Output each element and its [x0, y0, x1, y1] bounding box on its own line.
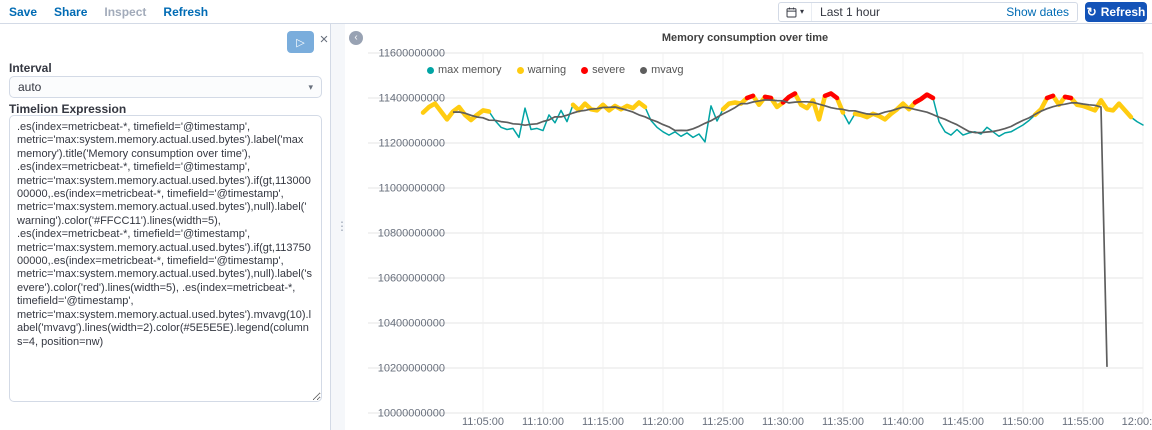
series-severe: [822, 91, 840, 101]
toolbar-links: Save Share Inspect Refresh: [0, 5, 208, 19]
legend-color-dot: [427, 66, 434, 74]
time-range-value[interactable]: Last 1 hour: [820, 5, 881, 19]
play-icon: ▷: [296, 36, 305, 49]
expression-label: Timelion Expression: [9, 102, 127, 116]
legend-item[interactable]: max memory: [427, 64, 502, 76]
timelion-expression-input[interactable]: .es(index=metricbeat-*, timefield='@time…: [9, 115, 322, 402]
x-axis-tick-label: 11:40:00: [882, 416, 924, 428]
chart-legend: max memory warning severe mvavg: [427, 64, 684, 76]
chart-panel: ‹ 11600000000 11400000000 11200000000 11000…: [345, 24, 1152, 430]
interval-select[interactable]: auto ▾: [9, 76, 322, 98]
x-axis-tick-label: 11:15:00: [582, 416, 624, 428]
interval-label: Interval: [9, 61, 52, 75]
y-axis-tick-label: 11600000000: [379, 48, 445, 60]
x-axis-tick-label: 11:10:00: [522, 416, 564, 428]
chart-title: Memory consumption over time: [661, 32, 829, 44]
legend-color-dot: [640, 66, 648, 74]
show-dates-button[interactable]: Show dates: [1006, 5, 1069, 19]
collapse-panel-icon[interactable]: ‹: [349, 31, 363, 45]
refresh-icon: ↻: [1086, 5, 1097, 19]
legend-item[interactable]: warning: [516, 64, 567, 76]
legend-item[interactable]: severe: [581, 64, 625, 76]
panel-gutter: [331, 24, 345, 430]
x-axis-tick-label: 11:20:00: [642, 416, 684, 428]
series-severe: [762, 94, 774, 101]
chevron-down-icon: ▾: [308, 81, 313, 92]
y-axis-tick-label: 11000000000: [379, 183, 445, 195]
play-button[interactable]: ▷: [287, 31, 314, 53]
series-warning: [570, 100, 648, 113]
x-axis-tick-label: 12:00:00: [1122, 416, 1152, 428]
series-warning: [420, 101, 492, 123]
series-severe: [1044, 93, 1056, 101]
series-severe: [1062, 94, 1074, 101]
series-mvavg: [452, 99, 1108, 367]
chevron-down-icon: ▾: [800, 7, 805, 16]
close-icon[interactable]: ×: [319, 31, 329, 48]
inspect-button[interactable]: Inspect: [104, 4, 147, 19]
calendar-icon: [786, 7, 797, 18]
super-date-picker: ▾ Last 1 hour Show dates: [778, 2, 1078, 22]
legend-item[interactable]: mvavg: [640, 64, 684, 76]
legend-color-dot: [581, 66, 589, 74]
save-button[interactable]: Save: [9, 4, 38, 19]
date-picker-menu-button[interactable]: ▾: [779, 3, 813, 21]
top-toolbar: Save Share Inspect Refresh ▾ Last 1 hour…: [0, 0, 1152, 24]
x-axis-tick-label: 11:45:00: [942, 416, 984, 428]
series-severe: [744, 93, 756, 101]
x-axis-tick-label: 11:30:00: [762, 416, 804, 428]
y-axis-tick-label: 10000000000: [378, 408, 445, 420]
y-axis-tick-label: 10400000000: [378, 318, 445, 330]
interval-value: auto: [18, 80, 42, 94]
legend-label: warning: [527, 64, 567, 76]
x-axis-tick-label: 11:35:00: [822, 416, 864, 428]
timelion-expression-panel: ▷ × Interval auto ▾ Timelion Expression …: [0, 24, 331, 430]
legend-label: max memory: [438, 64, 502, 76]
share-button[interactable]: Share: [54, 4, 88, 19]
timelion-chart[interactable]: 11600000000 11400000000 11200000000 1100000…: [345, 24, 1152, 430]
x-axis-tick-label: 11:25:00: [702, 416, 744, 428]
refresh-link[interactable]: Refresh: [163, 4, 209, 19]
refresh-button-label: Refresh: [1100, 5, 1146, 19]
y-axis-tick-label: 11400000000: [379, 93, 445, 105]
series-severe: [912, 92, 936, 105]
refresh-button[interactable]: ↻ Refresh: [1085, 2, 1147, 22]
x-axis-tick-label: 11:55:00: [1062, 416, 1104, 428]
y-axis-tick-label: 10200000000: [378, 363, 445, 375]
legend-label: severe: [592, 64, 626, 76]
legend-color-dot: [516, 66, 524, 74]
x-axis-tick-label: 11:05:00: [462, 416, 504, 428]
x-axis-tick-label: 11:50:00: [1002, 416, 1044, 428]
y-axis-tick-label: 11200000000: [379, 138, 445, 150]
y-axis-tick-label: 10600000000: [378, 273, 445, 285]
y-axis-tick-label: 10800000000: [378, 228, 445, 240]
legend-label: mvavg: [651, 64, 684, 76]
